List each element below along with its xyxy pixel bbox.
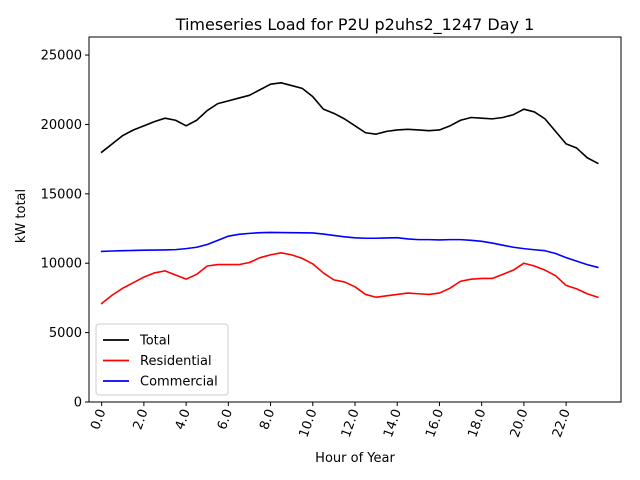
x-tick-label: 2.0: [130, 407, 151, 432]
x-tick-label: 0.0: [88, 407, 109, 432]
y-tick-label: 5000: [49, 326, 82, 341]
y-tick-label: 10000: [41, 257, 82, 272]
x-tick-label: 8.0: [257, 407, 278, 432]
legend-label-total: Total: [139, 334, 170, 349]
y-axis-ticks: 0 5000 10000 15000 20000 25000: [41, 49, 89, 411]
x-axis-label: Hour of Year: [315, 451, 395, 466]
y-tick-label: 0: [74, 396, 82, 411]
series-lines: [100, 82, 599, 305]
legend: Total Residential Commercial: [95, 323, 229, 396]
y-tick-label: 25000: [41, 49, 82, 64]
series-line-residential: [100, 252, 599, 305]
x-axis-ticks: 0.0 2.0 4.0 6.0 8.0 10.0 12.0 14.0 16.0 18.0 20.0 2…: [88, 402, 574, 440]
y-tick-label: 15000: [41, 187, 82, 202]
series-line-commercial: [100, 231, 599, 269]
x-tick-label: 6.0: [215, 407, 236, 432]
y-axis-label: kW total: [14, 189, 29, 243]
chart-title: Timeseries Load for P2U p2uhs2_1247 Day …: [175, 15, 535, 35]
legend-label-residential: Residential: [140, 354, 212, 369]
legend-label-commercial: Commercial: [140, 375, 218, 390]
y-tick-label: 20000: [41, 118, 82, 133]
legend-box: [95, 323, 229, 396]
series-line-total: [100, 82, 599, 165]
x-tick-label: 4.0: [173, 407, 194, 432]
